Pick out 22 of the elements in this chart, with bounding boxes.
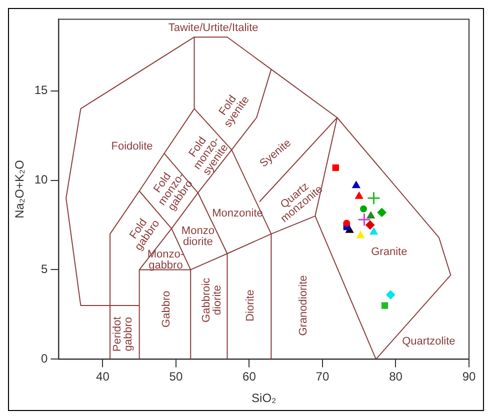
x-tick-label: 60: [242, 370, 256, 384]
x-tick-label: 50: [169, 370, 183, 384]
annotation: Foidolite: [111, 140, 153, 152]
x-axis-title: SiO₂: [252, 391, 277, 406]
x-tick-label: 90: [462, 370, 476, 384]
y-tick-label: 15: [34, 83, 48, 98]
y-tick-label: 5: [41, 262, 48, 276]
x-tick-label: 80: [389, 370, 403, 384]
y-axis-title: Na₂O+K₂O: [12, 160, 27, 218]
annotation: Gabbro: [160, 290, 172, 328]
annotation: Diorite: [244, 290, 257, 322]
annotation: Granodiorite: [297, 275, 310, 336]
annotation: Tawite/Urtite/Italite: [168, 22, 258, 34]
y-tick-label: 0: [41, 352, 48, 366]
annotation: Peridot gabbro: [112, 316, 135, 352]
annotation: Quartzolite: [402, 335, 456, 348]
x-tick-label: 40: [96, 370, 110, 384]
x-tick-label: 70: [316, 370, 330, 384]
annotation: Granite: [371, 246, 408, 258]
annotation: Monzo diorite: [181, 225, 214, 248]
y-tick-label: 10: [34, 172, 48, 187]
annotation: Gabbroic diorite: [200, 277, 224, 322]
